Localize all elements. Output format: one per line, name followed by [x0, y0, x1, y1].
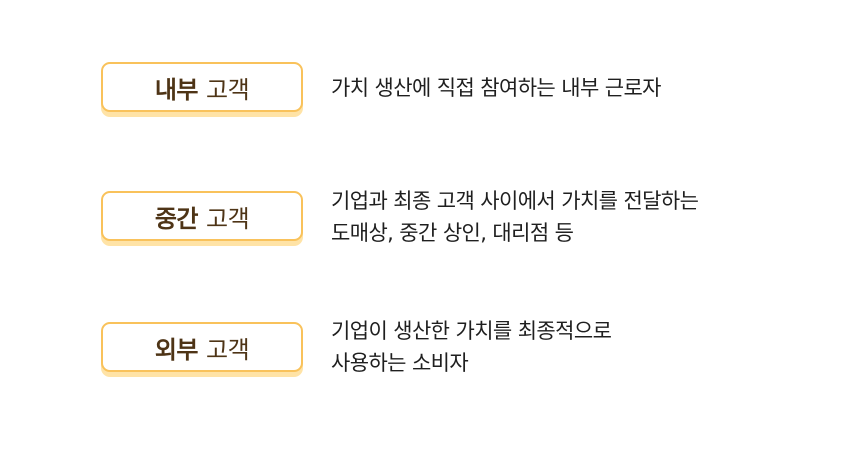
description-internal: 가치 생산에 직접 참여하는 내부 근로자: [331, 72, 831, 104]
badge-strong-text: 중간: [154, 204, 199, 233]
description-line: 기업과 최종 고객 사이에서 가치를 전달하는: [331, 189, 699, 213]
badge-light-text: 고객: [206, 335, 250, 364]
description-line: 가치 생산에 직접 참여하는 내부 근로자: [331, 76, 662, 100]
badge-internal-customer: 내부 고객: [101, 62, 303, 112]
badge-strong-text: 외부: [154, 335, 199, 364]
description-line: 사용하는 소비자: [331, 351, 469, 375]
badge-strong-text: 내부: [154, 75, 199, 104]
description-intermediate: 기업과 최종 고객 사이에서 가치를 전달하는 도매상, 중간 상인, 대리점 …: [331, 185, 831, 249]
description-external: 기업이 생산한 가치를 최종적으로 사용하는 소비자: [331, 315, 831, 379]
badge-light-text: 고객: [206, 204, 250, 233]
badge-light-text: 고객: [206, 75, 250, 104]
badge-intermediate-customer: 중간 고객: [101, 191, 303, 241]
description-line: 도매상, 중간 상인, 대리점 등: [331, 221, 574, 245]
description-line: 기업이 생산한 가치를 최종적으로: [331, 319, 612, 343]
badge-external-customer: 외부 고객: [101, 322, 303, 372]
